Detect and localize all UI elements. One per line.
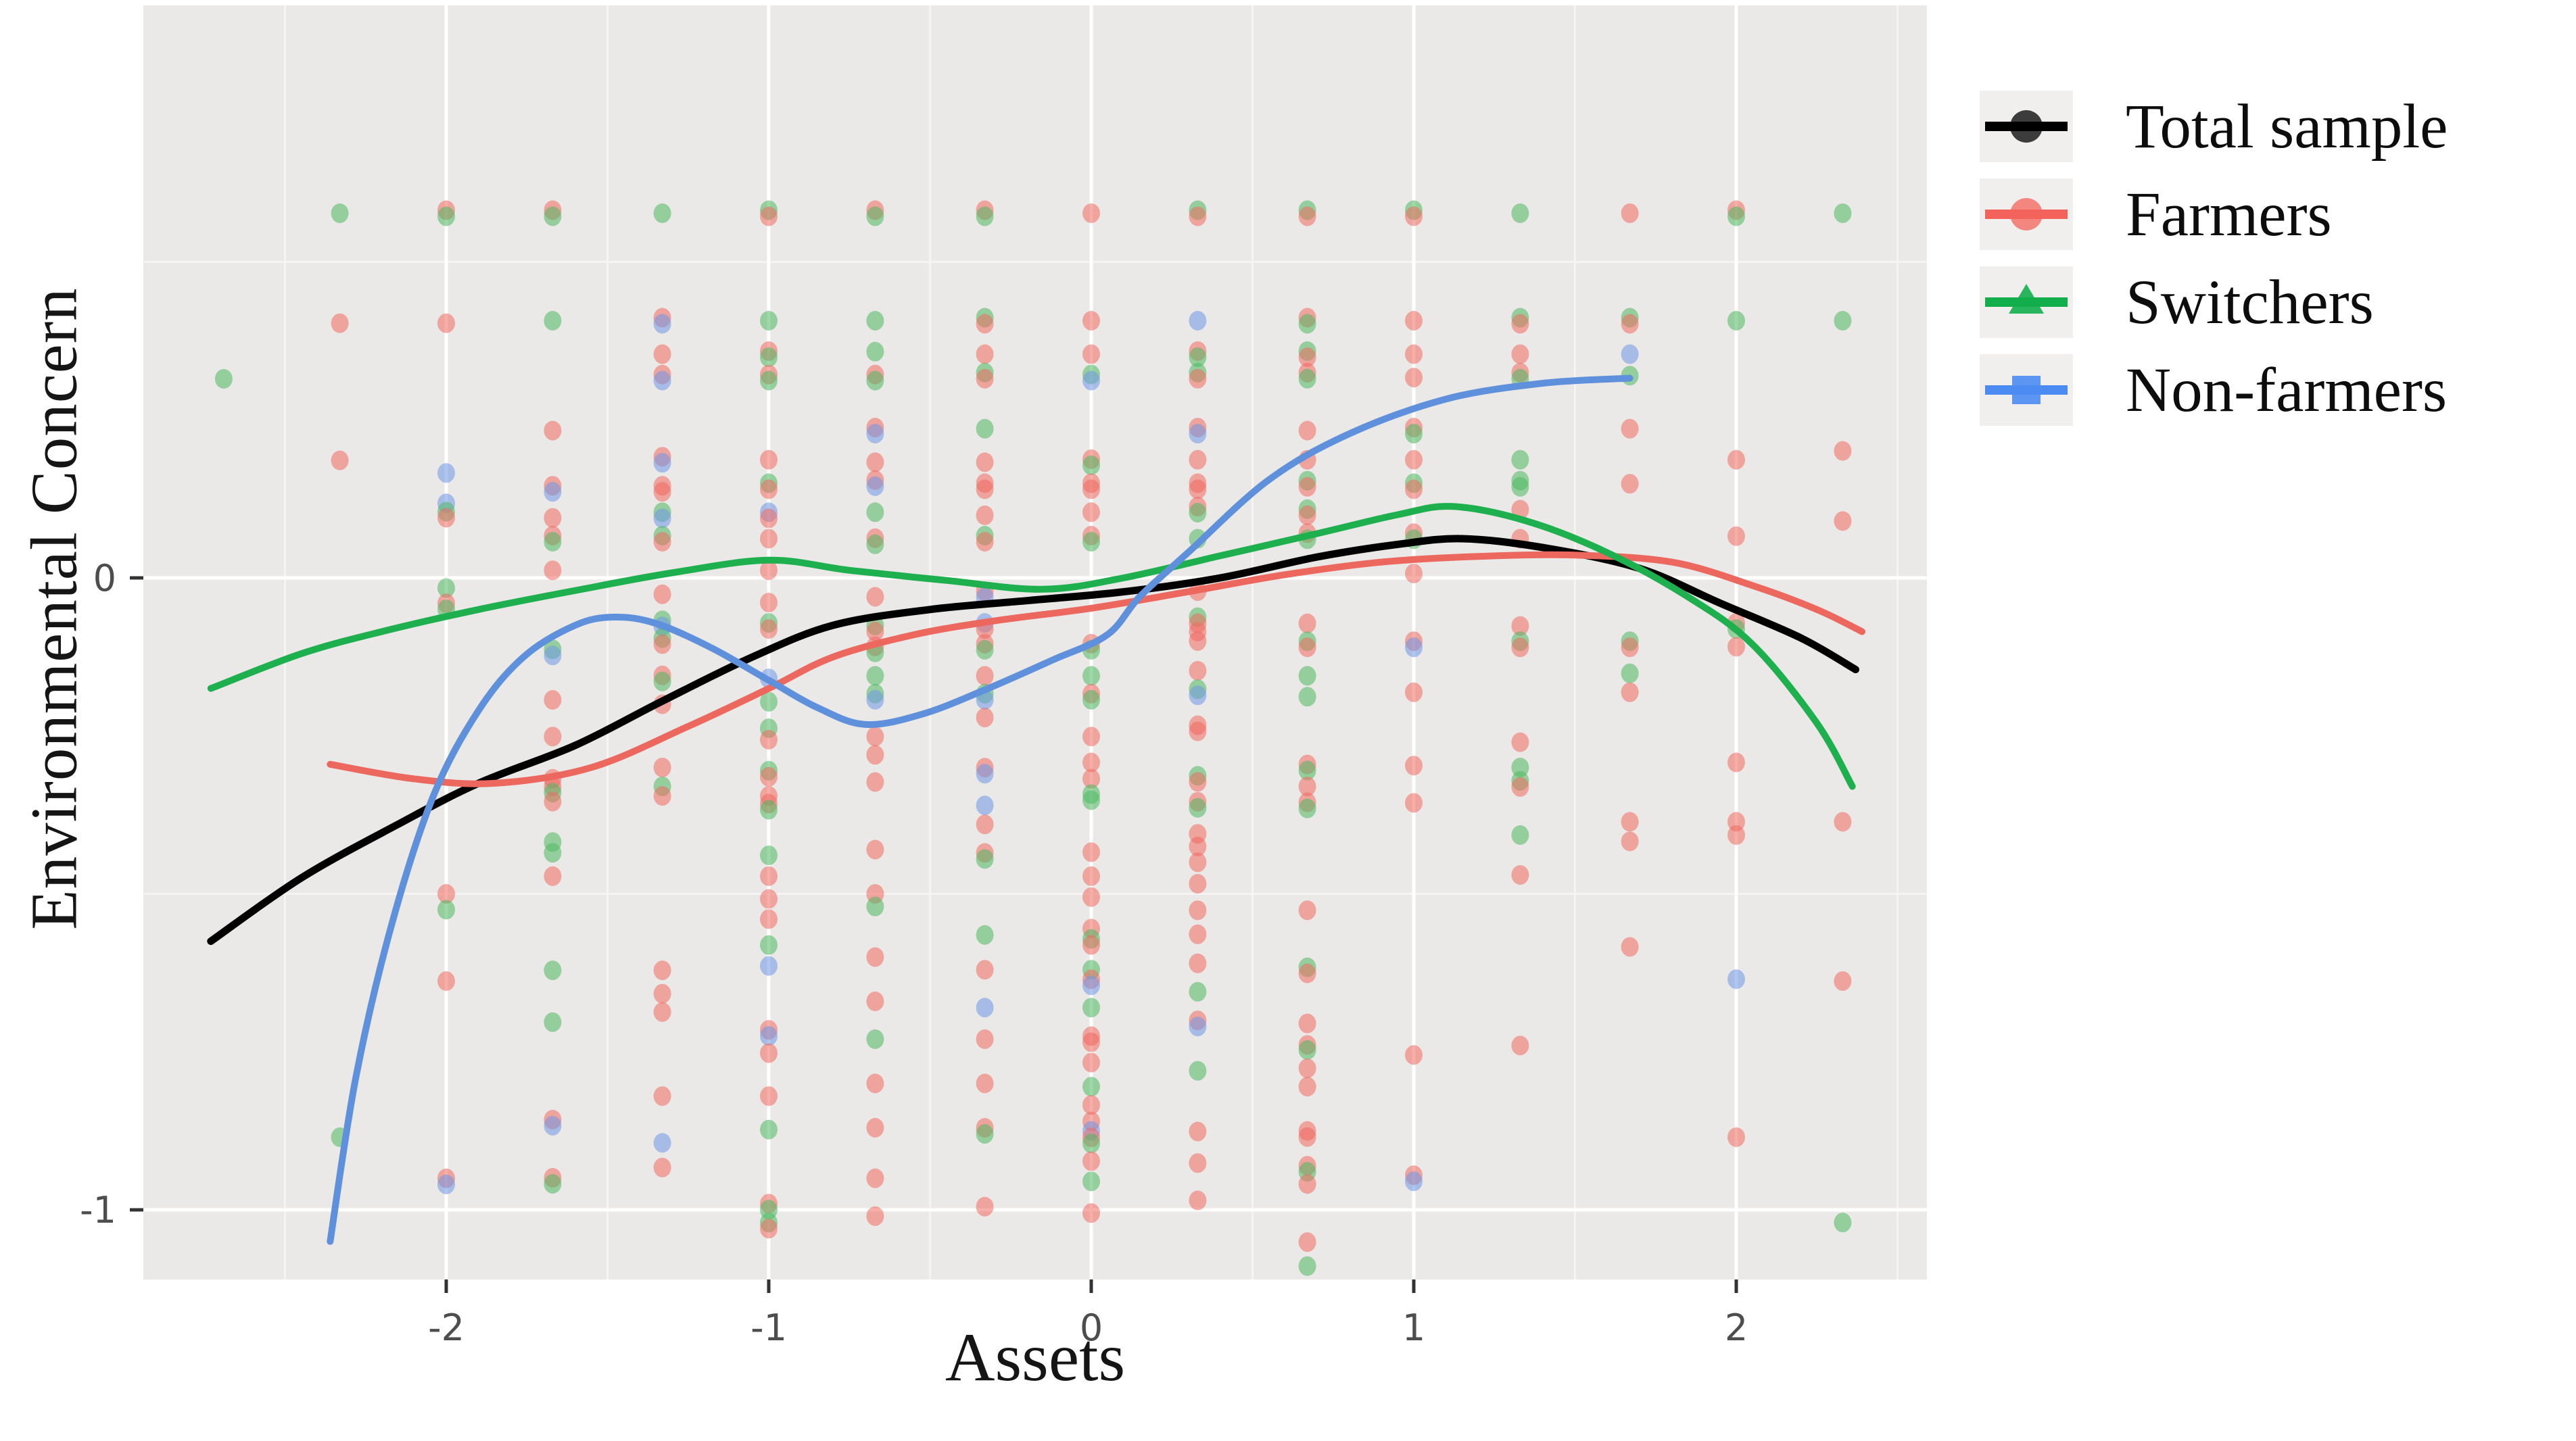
legend: Total sample Farmers Switchers Non-farme…: [1980, 91, 2448, 442]
smooth-line-nonfarmers: [327, 374, 1633, 1245]
x-axis-title: Assets: [945, 1319, 1126, 1396]
legend-key-non-farmers-icon: [1980, 354, 2073, 426]
plot-panel: [143, 5, 1927, 1279]
y-axis-ticks: 0 -1: [80, 557, 143, 1231]
x-tick-label: 0: [1080, 1306, 1103, 1349]
legend-item-total-sample: Total sample: [1980, 91, 2448, 162]
legend-key-switchers-icon: [1980, 266, 2073, 338]
legend-key-total-sample-icon: [1980, 91, 2073, 162]
legend-item-non-farmers: Non-farmers: [1980, 354, 2448, 426]
x-tick-label: 2: [1725, 1306, 1748, 1349]
x-tick-label: -1: [750, 1306, 787, 1349]
legend-label-total-sample: Total sample: [2126, 91, 2448, 162]
legend-key-farmers-icon: [1980, 178, 2073, 250]
legend-label-switchers: Switchers: [2126, 267, 2374, 337]
smooth-line-farmers: [327, 551, 1865, 787]
x-axis-ticks: -2 -1 0 1 2: [428, 1279, 1748, 1349]
x-tick-label: 1: [1402, 1306, 1425, 1349]
x-tick-label: -2: [428, 1306, 464, 1349]
legend-label-non-farmers: Non-farmers: [2126, 355, 2448, 425]
y-axis-title: Environmental Concern: [18, 287, 91, 930]
legend-label-farmers: Farmers: [2126, 179, 2332, 249]
legend-item-switchers: Switchers: [1980, 266, 2448, 338]
legend-item-farmers: Farmers: [1980, 178, 2448, 250]
y-tick-label: -1: [80, 1189, 116, 1231]
y-tick-label: 0: [93, 557, 116, 600]
smooth-line-switchers: [207, 503, 1856, 790]
